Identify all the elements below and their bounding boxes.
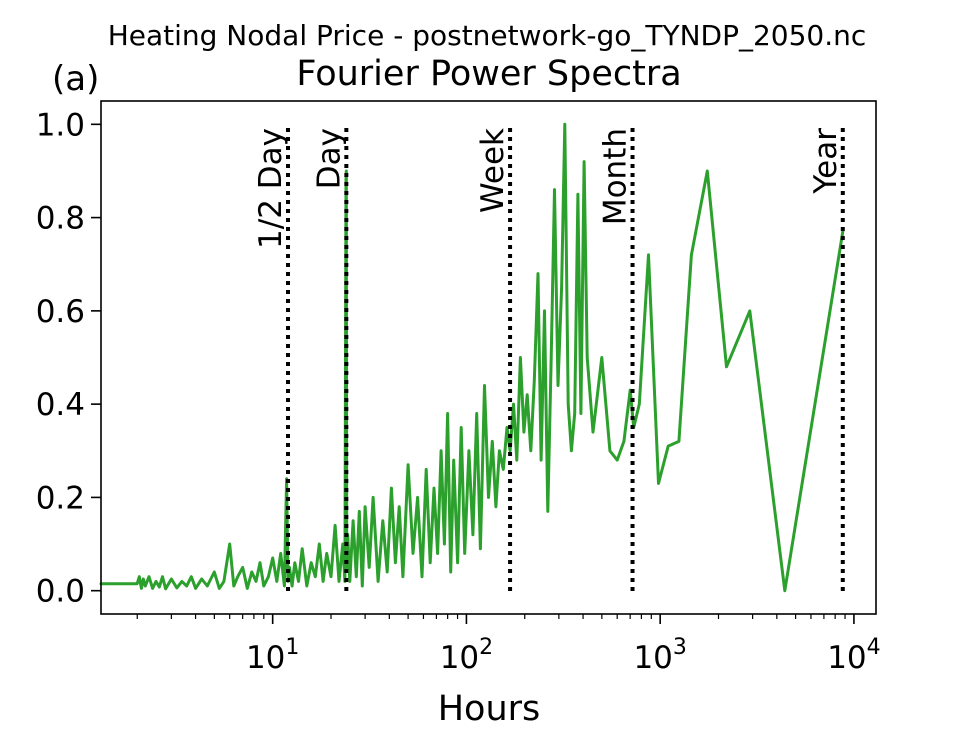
annotation-label-month: Month xyxy=(598,128,634,225)
x-tick-label: 101 xyxy=(246,635,299,676)
x-axis-label: Hours xyxy=(438,689,541,729)
y-tick-label: 0.2 xyxy=(36,480,85,516)
x-tick-label: 104 xyxy=(827,635,880,676)
y-tick-label: 0.0 xyxy=(36,574,85,610)
chart-title: Fourier Power Spectra xyxy=(296,54,681,94)
x-tick-label: 102 xyxy=(440,635,493,676)
y-tick-label: 0.8 xyxy=(36,201,85,237)
figure-suptitle: Heating Nodal Price - postnetwork-go_TYN… xyxy=(108,19,867,52)
panel-label: (a) xyxy=(52,59,99,99)
y-tick-label: 1.0 xyxy=(36,107,85,143)
axes-frame xyxy=(100,100,877,615)
y-tick-label: 0.6 xyxy=(36,294,85,330)
y-tick-label: 0.4 xyxy=(36,387,85,423)
series-line-0 xyxy=(99,122,845,593)
x-tick-label: 103 xyxy=(633,635,686,676)
annotation-label-year: Year xyxy=(808,128,844,195)
annotation-label-day: Day xyxy=(311,128,347,189)
annotation-label-week: Week xyxy=(475,128,511,213)
plot-area: 1/2 Day Day Week Month Year 0.0 0.2 0.4 0.6 0.8 1.… xyxy=(36,107,881,676)
annotation-label-1-2-day: 1/2 Day xyxy=(253,128,289,249)
